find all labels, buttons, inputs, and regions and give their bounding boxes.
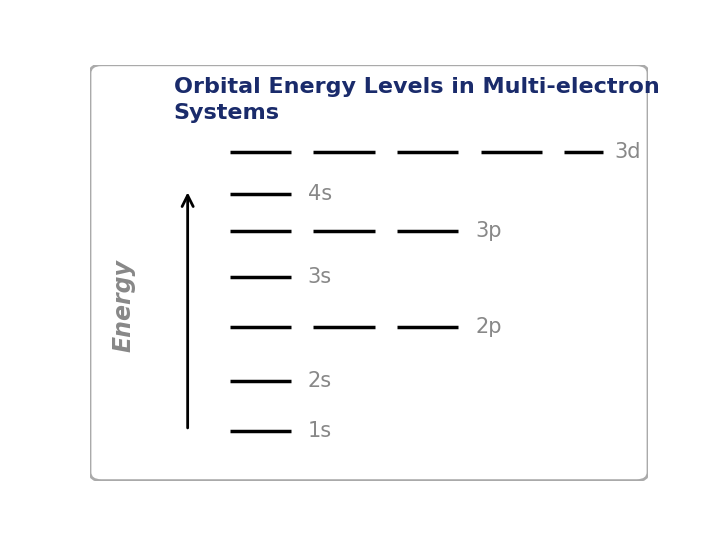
Text: 3d: 3d xyxy=(615,142,641,162)
Text: Energy: Energy xyxy=(112,260,135,353)
FancyBboxPatch shape xyxy=(90,65,648,481)
Text: 4s: 4s xyxy=(307,184,332,204)
Text: 1s: 1s xyxy=(307,421,332,441)
Text: 2s: 2s xyxy=(307,371,332,391)
Text: 3p: 3p xyxy=(475,221,502,241)
Text: 2p: 2p xyxy=(475,317,502,337)
Text: 3s: 3s xyxy=(307,267,332,287)
Text: Orbital Energy Levels in Multi-electron
Systems: Orbital Energy Levels in Multi-electron … xyxy=(174,77,660,123)
